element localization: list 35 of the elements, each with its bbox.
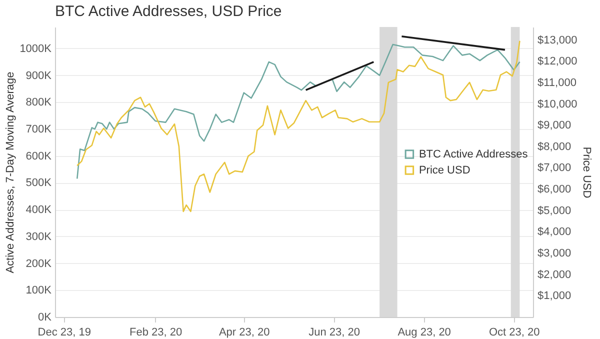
y2-tick-label: $1,000 (538, 290, 572, 302)
y-tick-label: 300K (26, 230, 52, 243)
chart-title: BTC Active Addresses, USD Price (55, 3, 282, 20)
y2-tick-label: $6,000 (538, 184, 572, 196)
y2-tick-label: $10,000 (538, 98, 578, 110)
y2-tick-label: $4,000 (538, 226, 572, 238)
x-tick-label: Feb 23, 20 (130, 326, 182, 338)
y2-tick-label: $2,000 (538, 268, 572, 281)
y2-tick-label: $13,000 (538, 34, 578, 46)
legend-label: Price USD (418, 164, 470, 176)
legend-label: BTC Active Addresses (418, 148, 528, 160)
y-tick-label: 1000K (20, 42, 52, 55)
y2-tick-label: $9,000 (538, 120, 572, 132)
y2-tick-label: $11,000 (538, 76, 576, 89)
x-tick-label: Apr 23, 20 (218, 326, 270, 338)
y2-tick-label: $8,000 (538, 140, 572, 153)
y2-axis-title: Price USD (580, 146, 592, 198)
y2-tick-label: $3,000 (538, 248, 572, 260)
y-tick-label: 600K (26, 150, 52, 162)
x-tick-label: Jun 23, 20 (308, 326, 360, 338)
y-tick-label: 0K (38, 312, 52, 324)
y-tick-label: 500K (26, 177, 52, 190)
y-tick-label: 800K (26, 96, 52, 109)
y-tick-label: 400K (26, 204, 52, 216)
y-tick-label: 700K (26, 124, 52, 136)
y-tick-label: 900K (26, 70, 52, 82)
y2-tick-label: $5,000 (538, 204, 572, 217)
x-tick-label: Aug 23, 20 (398, 326, 451, 338)
y2-tick-label: $12,000 (538, 56, 578, 68)
y-tick-label: 100K (26, 284, 52, 297)
y2-tick-label: $7,000 (538, 162, 572, 174)
y-axis-title: Active Addresses, 7-Day Moving Average (4, 72, 17, 274)
x-tick-label: Oct 23, 20 (488, 326, 540, 338)
x-tick-label: Dec 23, 19 (38, 326, 91, 338)
y-tick-label: 200K (26, 258, 52, 270)
